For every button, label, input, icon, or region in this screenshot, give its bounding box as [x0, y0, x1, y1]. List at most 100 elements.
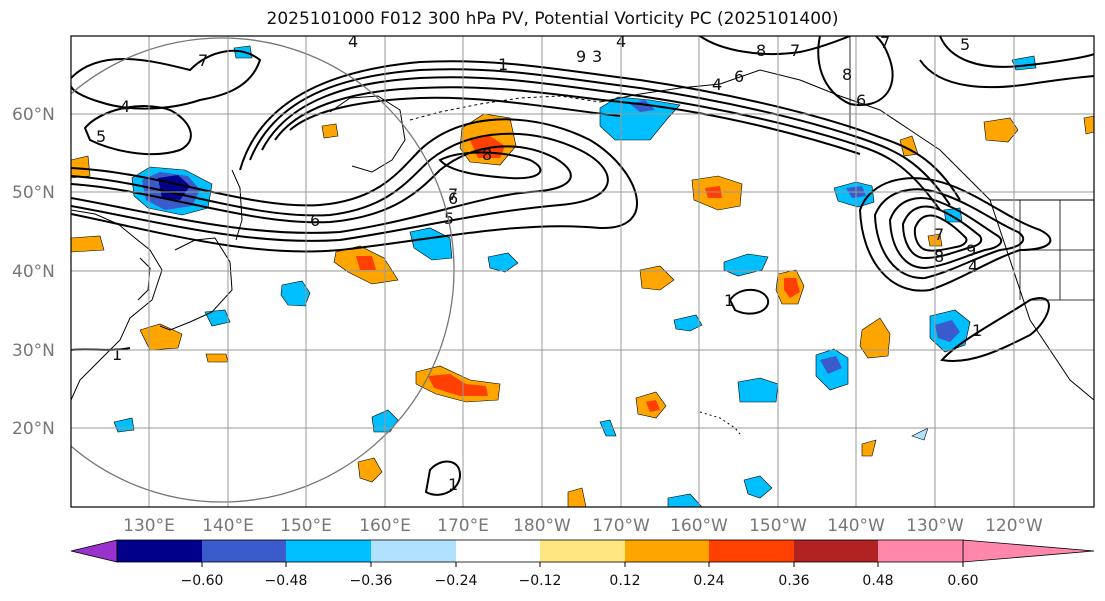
- japan-coast: [159, 237, 233, 331]
- alaska-coast: [599, 69, 991, 201]
- colorbar-bin: [117, 540, 202, 562]
- contour-label: 9: [576, 47, 586, 66]
- contour-label: 6: [310, 211, 320, 230]
- pv-contour-line: [901, 205, 983, 260]
- contour-label: 7: [448, 185, 458, 204]
- contour-labels: 4 5 4 7 8 9 3 4 6 4 8 7 6 8 6 5 7 5 6 7 …: [96, 33, 982, 494]
- pv-positive-patch: [139, 323, 183, 351]
- contour-label: 6: [448, 189, 458, 208]
- pv-contour-line: [858, 177, 1052, 292]
- contour-label: 1: [972, 321, 982, 340]
- pv-negative-patch: [737, 377, 779, 403]
- contour-label: 4: [968, 257, 978, 276]
- contour-label: 7: [790, 41, 800, 60]
- lat-label: 50°N: [12, 183, 55, 203]
- colorbar-extend-high: [962, 539, 1095, 563]
- pv-contours: [71, 36, 1094, 496]
- pv-contour-line: [289, 96, 621, 131]
- colorbar-bin: [371, 540, 456, 562]
- pv-positive-patch: [205, 353, 229, 363]
- pv-positive-patch: [646, 400, 660, 412]
- colorbar: −0.60 −0.48 −0.36 −0.24 −0.12 0.12 0.24 …: [70, 539, 1095, 589]
- pv-contour-line: [913, 214, 968, 252]
- pv-positive-patch: [357, 457, 383, 483]
- colorbar-bin: [709, 540, 794, 562]
- colorbar-extend-low: [70, 539, 118, 563]
- pv-contour-line: [274, 86, 861, 155]
- colorbar-tick-label: 0.12: [609, 573, 640, 589]
- pv-contour-line: [939, 36, 1094, 68]
- pv-positive-patch: [861, 439, 877, 457]
- lon-label: 150°E: [280, 516, 332, 536]
- lon-label: 120°W: [985, 516, 1043, 536]
- contour-label: 6: [734, 67, 744, 86]
- contour-label: 7: [198, 51, 208, 70]
- contour-label: 8: [934, 247, 944, 266]
- contour-label: 7: [880, 33, 890, 52]
- pv-positive-patch: [567, 487, 587, 507]
- lat-label: 30°N: [12, 341, 55, 361]
- map-title: 2025101000 F012 300 hPa PV, Potential Vo…: [266, 9, 839, 29]
- pv-contour-line: [873, 188, 1025, 280]
- pv-positive-patch: [428, 374, 488, 396]
- pv-positive-patch: [321, 123, 339, 139]
- pv-contour-line: [699, 36, 851, 55]
- latitude-labels: 60°N 50°N 40°N 30°N 20°N: [12, 105, 55, 439]
- colorbar-tick-label: −0.12: [519, 573, 562, 589]
- pv-positive-patch: [859, 317, 891, 359]
- gridlines: [71, 36, 1094, 507]
- north-america-coast: [989, 199, 1094, 401]
- colorbar-bin: [625, 540, 709, 562]
- pv-contour-line: [249, 68, 951, 206]
- colorbar-tick-label: −0.36: [350, 573, 393, 589]
- colorbar-bin: [878, 540, 963, 562]
- pv-contour-line: [728, 288, 770, 315]
- pv-negative-patch: [667, 493, 703, 507]
- pv-negative-patch: [935, 320, 960, 342]
- pv-negative-patch: [599, 96, 681, 141]
- pv-contour-line: [71, 118, 638, 253]
- contour-label: 1: [498, 55, 508, 74]
- colorbar-tick-label: 0.48: [862, 573, 893, 589]
- lon-label: 170°W: [592, 516, 650, 536]
- pv-contour-line: [919, 59, 1094, 89]
- lon-label: 130°E: [123, 516, 175, 536]
- contour-label: 5: [444, 209, 454, 228]
- contour-label: 1: [724, 291, 734, 310]
- contour-label: 5: [96, 127, 106, 146]
- pv-contour-line: [261, 76, 941, 211]
- pv-contour-line: [438, 151, 542, 180]
- lon-label: 160°E: [359, 516, 411, 536]
- colorbar-bin: [456, 540, 540, 562]
- colorbar-tick-label: 0.60: [947, 573, 978, 589]
- contour-label: 8: [756, 41, 766, 60]
- pv-positive-patch: [784, 278, 800, 298]
- pv-contour-line: [888, 197, 1003, 270]
- colorbar-tick-labels: −0.60 −0.48 −0.36 −0.24 −0.12 0.12 0.24 …: [181, 573, 979, 589]
- contour-label: 7: [934, 225, 944, 244]
- colorbar-tick-label: −0.60: [181, 573, 224, 589]
- longitude-labels: 130°E 140°E 150°E 160°E 170°E 180°W 170°…: [123, 516, 1043, 536]
- pv-positive-patch: [983, 117, 1019, 143]
- colorbar-bin: [794, 540, 878, 562]
- contour-label: 3: [592, 47, 602, 66]
- pv-negative-patch: [820, 356, 842, 374]
- pv-contour-line: [239, 60, 961, 201]
- lat-label: 60°N: [12, 105, 55, 125]
- contour-label: 4: [120, 97, 130, 116]
- lon-label: 140°E: [202, 516, 254, 536]
- pv-contour-line: [424, 460, 462, 496]
- colorbar-tick-label: −0.48: [265, 573, 308, 589]
- lat-label: 20°N: [12, 419, 55, 439]
- lat-label: 40°N: [12, 262, 55, 282]
- pv-contour-line: [83, 105, 192, 156]
- lon-label: 160°W: [670, 516, 728, 536]
- pv-negative-patch: [673, 314, 703, 332]
- contour-label: 5: [960, 35, 970, 54]
- pv-positive-patch: [639, 265, 675, 291]
- pv-positive-patch: [1083, 115, 1094, 135]
- contour-label: 1: [112, 345, 122, 364]
- pv-positive-patch: [356, 256, 376, 270]
- pv-contour-line: [71, 145, 572, 234]
